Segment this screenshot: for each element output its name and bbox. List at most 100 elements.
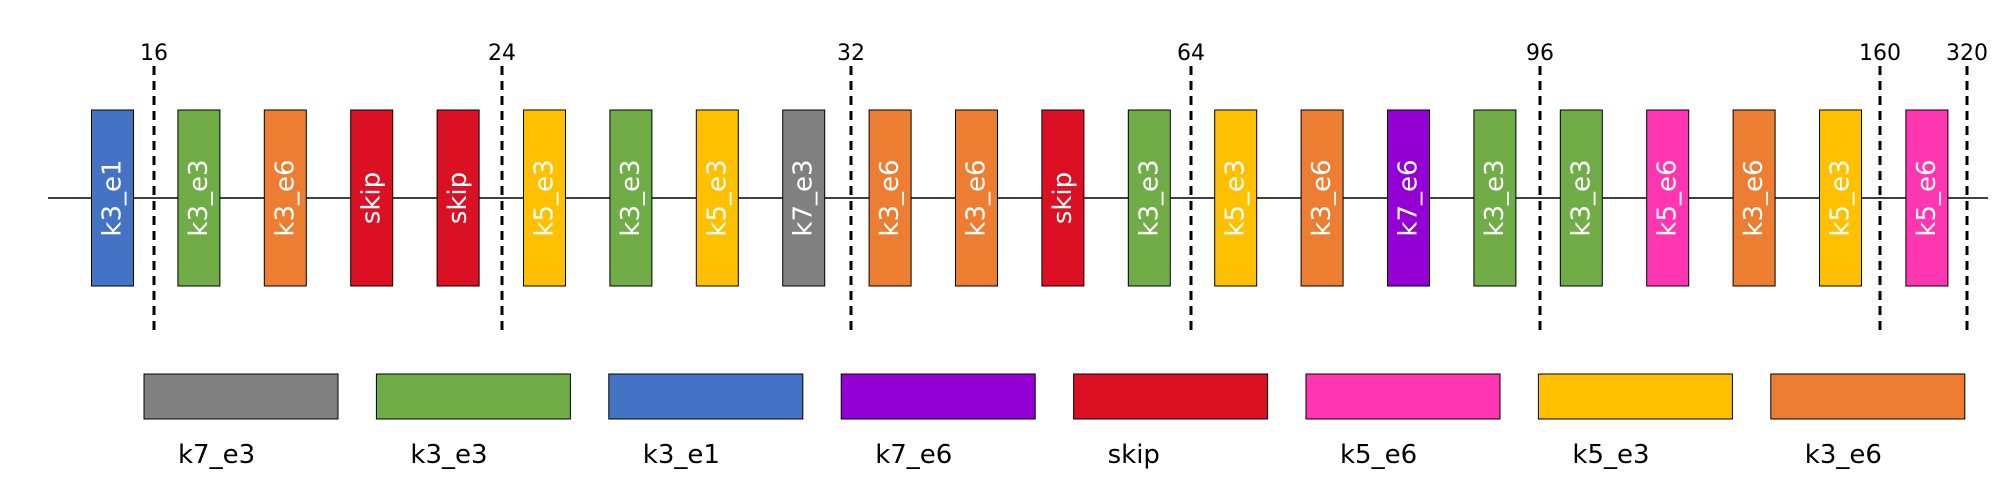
legend-swatch — [143, 373, 339, 420]
stage-label: 16 — [140, 41, 168, 66]
block-label: k3_e3 — [616, 159, 646, 236]
block-rect — [350, 109, 394, 287]
block-rect — [1646, 109, 1690, 287]
block-label: k3_e6 — [875, 159, 905, 236]
legend-item: k5_e3 — [1537, 373, 1733, 470]
block-rect — [782, 109, 826, 287]
stage-label: 160 — [1859, 41, 1901, 66]
block: k3_e1 — [91, 109, 134, 287]
legend-label: k3_e3 — [410, 440, 487, 470]
legend-swatch — [1770, 373, 1966, 420]
block: k5_e3 — [523, 109, 566, 287]
stage-label: 32 — [837, 41, 865, 66]
legend-item: skip — [1073, 373, 1269, 470]
block-rect — [868, 109, 912, 287]
block-rect — [1732, 109, 1776, 287]
block-label: k5_e3 — [1221, 159, 1251, 236]
legend-group: k7_e3 k3_e3 k3_e1 k7_e6 skip k5_e6 k5_e3 k3_e6 — [143, 373, 1966, 470]
block: k5_e6 — [1905, 109, 1949, 287]
block: skip — [436, 109, 480, 287]
legend-label: k3_e1 — [643, 440, 720, 470]
block-rect — [1905, 109, 1949, 287]
block-label: skip — [357, 172, 387, 224]
block-label: k3_e3 — [1480, 159, 1510, 236]
block-label: k7_e3 — [789, 159, 819, 236]
block-rect — [177, 109, 221, 287]
block-label: k3_e6 — [1307, 159, 1337, 236]
block-label: k5_e6 — [1653, 159, 1683, 236]
block: k3_e6 — [263, 109, 307, 287]
block: k3_e3 — [1559, 109, 1603, 287]
block-rect — [1127, 109, 1171, 287]
legend-label: k7_e6 — [875, 440, 952, 470]
block: k7_e6 — [1387, 109, 1430, 287]
block-label: k3_e3 — [184, 159, 214, 236]
block: k3_e6 — [955, 109, 998, 287]
block: k5_e6 — [1646, 109, 1690, 287]
block: k3_e6 — [868, 109, 912, 287]
block-label: skip — [443, 172, 473, 224]
legend-swatch — [1305, 373, 1501, 420]
block: k3_e6 — [1732, 109, 1776, 287]
legend-swatch — [375, 373, 571, 420]
block-rect — [91, 109, 134, 287]
block-rect — [1473, 109, 1517, 287]
block-rect — [1819, 109, 1862, 287]
block-rect — [436, 109, 480, 287]
block-rect — [1041, 109, 1085, 287]
block-label: k3_e6 — [1739, 159, 1769, 236]
stage-label: 320 — [1946, 41, 1988, 66]
legend-label: k7_e3 — [178, 440, 255, 470]
legend-item: k7_e6 — [840, 373, 1036, 470]
legend-swatch — [1537, 373, 1733, 420]
block: k3_e3 — [1473, 109, 1517, 287]
legend-swatch — [1073, 373, 1269, 420]
block-label: k3_e6 — [962, 159, 992, 236]
stage-label: 64 — [1177, 41, 1205, 66]
block-rect — [1300, 109, 1344, 287]
block-rect — [955, 109, 998, 287]
block: k3_e6 — [1300, 109, 1344, 287]
block-label: k5_e6 — [1912, 159, 1942, 236]
legend-item: k3_e1 — [608, 373, 804, 470]
block: skip — [1041, 109, 1085, 287]
legend-item: k3_e3 — [375, 373, 571, 470]
legend-label: k5_e6 — [1340, 440, 1417, 470]
block: skip — [350, 109, 394, 287]
block-label: k5_e3 — [1826, 159, 1856, 236]
stage-label: 96 — [1526, 41, 1554, 66]
block-label: k5_e3 — [702, 159, 732, 236]
legend-item: k3_e6 — [1770, 373, 1966, 470]
block-rect — [1387, 109, 1430, 287]
blocks-group: k3_e1 k3_e3 k3_e6 skip skip k5_e3 k3_e3 k5_e3 k7… — [91, 109, 1949, 287]
block-label: skip — [1048, 172, 1078, 224]
block-rect — [1559, 109, 1603, 287]
block-label: k3_e6 — [270, 159, 300, 236]
block: k5_e3 — [1819, 109, 1862, 287]
legend-label: k3_e6 — [1805, 440, 1882, 470]
legend-swatch — [840, 373, 1036, 420]
stage-dividers-group: 16 24 32 64 96 160 320 — [140, 41, 1988, 330]
block-label: k7_e6 — [1394, 159, 1424, 236]
block-label: k3_e3 — [1134, 159, 1164, 236]
block-label: k3_e3 — [1566, 159, 1596, 236]
block-rect — [695, 109, 739, 287]
block: k3_e3 — [177, 109, 221, 287]
block-rect — [1214, 109, 1258, 287]
block: k7_e3 — [782, 109, 826, 287]
block: k3_e3 — [1127, 109, 1171, 287]
block: k5_e3 — [695, 109, 739, 287]
block-label: k5_e3 — [530, 159, 560, 236]
legend-label: skip — [1108, 440, 1160, 470]
legend-item: k5_e6 — [1305, 373, 1501, 470]
block-rect — [609, 109, 653, 287]
legend-swatch — [608, 373, 804, 420]
block-rect — [523, 109, 566, 287]
block: k5_e3 — [1214, 109, 1258, 287]
block: k3_e3 — [609, 109, 653, 287]
block-rect — [263, 109, 307, 287]
legend-label: k5_e3 — [1572, 440, 1649, 470]
legend-item: k7_e3 — [143, 373, 339, 470]
block-label: k3_e1 — [98, 159, 128, 236]
